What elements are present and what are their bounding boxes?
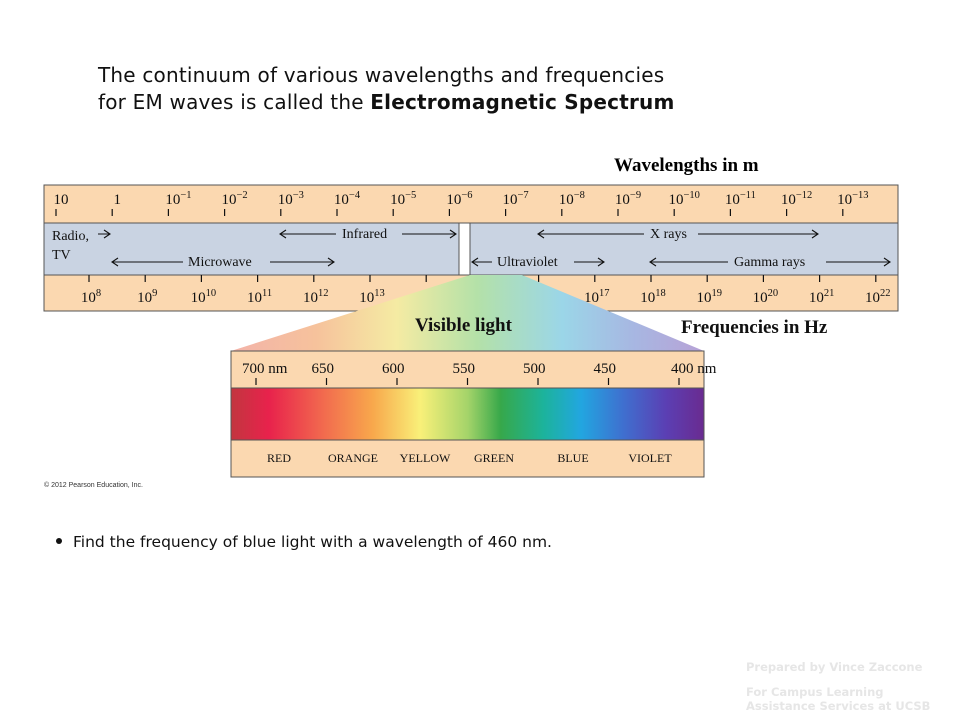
wavelengths-heading: Wavelengths in m: [614, 155, 759, 176]
frequency-tick-label: 1010: [191, 288, 217, 306]
footer-ucsb-line: Assistance Services at UCSB: [746, 699, 931, 713]
microwave-arrow-right: [270, 257, 335, 267]
color-name-label: YELLOW: [400, 451, 451, 465]
title-line-1: The continuum of various wavelengths and…: [98, 63, 665, 87]
infrared-label: Infrared: [342, 227, 387, 242]
nm-tick-label: 650: [312, 361, 335, 377]
visible-nm-strip: [230, 350, 705, 389]
visible-light-fan: [231, 275, 704, 351]
wavelength-tick-label: 10−8: [559, 190, 585, 208]
question-bullet: Find the frequency of blue light with a …: [56, 533, 552, 551]
nm-tick-group: 700 nm 650 600 550 500 450 400 nm: [242, 361, 717, 385]
wavelength-tick-label: 10−11: [725, 190, 756, 208]
xrays-label: X rays: [650, 227, 687, 242]
color-name-label: ORANGE: [328, 451, 378, 465]
nm-tick-label: 550: [453, 361, 476, 377]
frequency-tick-label: 1022: [865, 288, 891, 306]
wavelength-tick-label: 10−6: [446, 190, 472, 208]
wavelength-tick-label: 10−5: [390, 190, 416, 208]
xrays-arrow-left: [537, 229, 644, 239]
color-name-label: GREEN: [474, 451, 514, 465]
wavelength-tick-label: 10−13: [837, 190, 868, 208]
color-name-label: VIOLET: [628, 451, 672, 465]
nm-tick-label: 600: [382, 361, 405, 377]
frequency-tick-label: 1018: [640, 288, 666, 306]
gamma-arrow-right: [826, 257, 891, 267]
frequency-tick-label: 1017: [584, 288, 610, 306]
title-line-2-prefix: for EM waves is called the: [98, 90, 371, 114]
xrays-arrow-right: [698, 229, 819, 239]
slide-title: The continuum of various wavelengths and…: [98, 62, 858, 116]
frequencies-heading: Frequencies in Hz: [681, 317, 828, 338]
gamma-label: Gamma rays: [734, 255, 805, 270]
question-text: Find the frequency of blue light with a …: [73, 533, 552, 551]
frequency-tick-label: 1020: [753, 288, 779, 306]
color-name-label: RED: [267, 451, 291, 465]
tv-label: TV: [52, 248, 71, 263]
wavelength-tick-label: 10−12: [781, 190, 812, 208]
wavelength-tick-label: 10−1: [165, 190, 191, 208]
wavelength-tick-group: 10 1 10−1 10−2 10−3 10−4 10−5 10−6 10−7 10−8 10−9 1…: [54, 190, 869, 216]
wavelength-tick-label: 1: [113, 192, 121, 208]
bullet-dot: [56, 538, 62, 544]
wavelength-tick-label: 10−2: [222, 190, 248, 208]
nm-tick-label: 700 nm: [242, 361, 288, 377]
color-name-label: BLUE: [557, 451, 588, 465]
frequency-tick-label: 1011: [247, 288, 272, 306]
title-line-2: for EM waves is called the Electromagnet…: [98, 89, 858, 116]
wavelength-tick-label: 10: [54, 192, 69, 208]
microwave-arrow-left: [111, 257, 183, 267]
ultraviolet-label: Ultraviolet: [497, 255, 558, 270]
radio-label: Radio,: [52, 229, 89, 244]
frequency-tick-label: 1019: [696, 288, 722, 306]
ultraviolet-arrow-right: [574, 257, 605, 267]
wavelength-tick-label: 10−10: [668, 190, 699, 208]
visible-light-heading: Visible light: [415, 315, 513, 336]
wavelength-tick-label: 10−4: [334, 190, 361, 208]
frequency-tick-label: 108: [81, 288, 101, 306]
radio-arrow-shape: [98, 229, 111, 239]
footer-prepared-by: Prepared by Vince Zaccone: [746, 660, 923, 674]
footer-campus-line: For Campus Learning: [746, 685, 884, 699]
infrared-arrow-left: [279, 229, 336, 239]
frequency-tick-label: 1012: [303, 288, 329, 306]
wavelength-tick-label: 10−7: [503, 190, 529, 208]
ultraviolet-arrow-left: [471, 257, 492, 267]
frequency-tick-label: 109: [137, 288, 157, 306]
wavelength-strip: [43, 184, 899, 224]
wavelength-tick-label: 10−3: [278, 190, 304, 208]
gamma-arrow-left: [649, 257, 728, 267]
visible-color-band: [230, 387, 705, 441]
infrared-arrow-right: [402, 229, 457, 239]
visible-gap: [458, 222, 471, 276]
nm-tick-label: 450: [594, 361, 617, 377]
title-emphasis: Electromagnetic Spectrum: [370, 90, 675, 114]
nm-tick-label: 500: [523, 361, 546, 377]
visible-color-names-strip: [230, 439, 705, 478]
microwave-label: Microwave: [188, 255, 252, 270]
wavelength-tick-label: 10−9: [615, 190, 641, 208]
frequency-tick-label: 1013: [359, 288, 385, 306]
copyright-notice: © 2012 Pearson Education, Inc.: [44, 482, 143, 489]
band-labels: Radio, TV Infrared Microwave X rays Ultr…: [52, 227, 891, 270]
nm-tick-label: 400 nm: [671, 361, 717, 377]
color-name-group: RED ORANGE YELLOW GREEN BLUE VIOLET: [267, 451, 672, 465]
frequency-tick-label: 1021: [809, 288, 835, 306]
